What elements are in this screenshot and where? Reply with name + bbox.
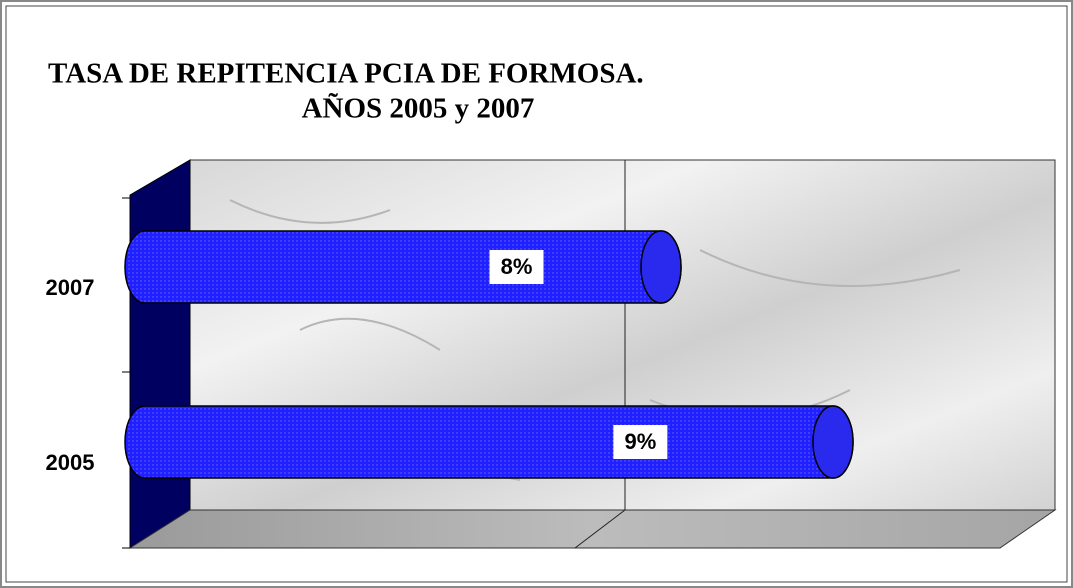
bar-part <box>812 405 854 479</box>
frame-inner <box>5 5 1068 583</box>
value-label: 9% <box>624 429 656 454</box>
value-label: 8% <box>501 254 533 279</box>
bar-part <box>124 405 854 479</box>
bar <box>124 230 682 304</box>
value-label-box <box>613 425 668 459</box>
grid-line <box>574 509 626 549</box>
category-label: 2005 <box>46 450 95 475</box>
chart-title: TASA DE REPITENCIA PCIA DE FORMOSA. <box>48 58 644 90</box>
category-label: 2007 <box>46 275 95 300</box>
marble-vein <box>219 199 961 481</box>
chart-title: AÑOS 2005 y 2007 <box>302 92 535 125</box>
value-label-box <box>489 250 544 284</box>
bar-part <box>124 230 682 304</box>
floor <box>128 509 1057 549</box>
side-wall <box>129 159 191 549</box>
bar-part <box>640 230 682 304</box>
bar <box>124 405 854 479</box>
